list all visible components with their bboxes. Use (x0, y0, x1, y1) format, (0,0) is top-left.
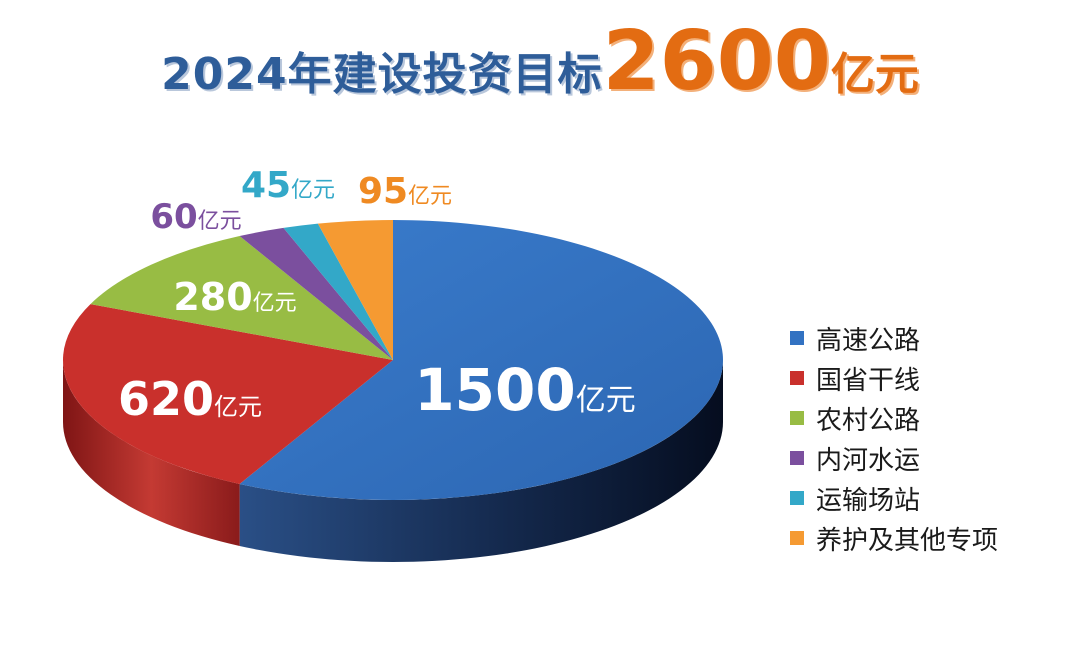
title-main: 2024年建设投资目标 (161, 49, 603, 100)
legend-swatch (790, 331, 804, 345)
pie-slice-4 (239, 227, 393, 360)
legend-label: 农村公路 (816, 405, 921, 436)
legend-item: 运输场站 (790, 478, 998, 518)
legend-item: 农村公路 (790, 398, 998, 438)
pie-slice-6 (317, 220, 393, 360)
legend-label: 养护及其他专项 (816, 525, 999, 556)
data-label-1: 1500亿元 (414, 356, 635, 424)
title-unit: 亿元 (830, 49, 919, 100)
title-total: 2600 (602, 14, 831, 109)
data-label-2: 620亿元 (118, 372, 262, 426)
pie-slice-1 (239, 220, 723, 500)
legend-swatch (790, 411, 804, 425)
chart-title: 2024年建设投资目标2600亿元 (0, 14, 1080, 109)
legend-swatch (790, 491, 804, 505)
data-label-3: 280亿元 (173, 275, 296, 319)
pie-slice-3 (90, 236, 394, 360)
data-label-6: 95亿元 (358, 171, 452, 212)
data-label-5: 45亿元 (241, 165, 335, 206)
legend-swatch (790, 451, 804, 465)
pie-top (62, 220, 723, 500)
legend-item: 高速公路 (790, 318, 998, 358)
legend-item: 内河水运 (790, 438, 998, 478)
legend: 高速公路国省干线农村公路内河水运运输场站养护及其他专项 (790, 318, 998, 558)
legend-label: 国省干线 (816, 365, 921, 396)
pie-slice-2 (62, 304, 393, 484)
pie-sides (62, 360, 723, 562)
pie-side-2 (62, 360, 240, 546)
pie-slice-5 (283, 223, 393, 360)
legend-swatch (790, 531, 804, 545)
pie-side-1 (239, 360, 723, 562)
legend-label: 运输场站 (816, 485, 921, 516)
legend-label: 高速公路 (816, 325, 921, 356)
legend-item: 养护及其他专项 (790, 518, 998, 558)
legend-label: 内河水运 (816, 445, 921, 476)
legend-swatch (790, 371, 804, 385)
data-label-4: 60亿元 (150, 197, 241, 237)
legend-item: 国省干线 (790, 358, 998, 398)
